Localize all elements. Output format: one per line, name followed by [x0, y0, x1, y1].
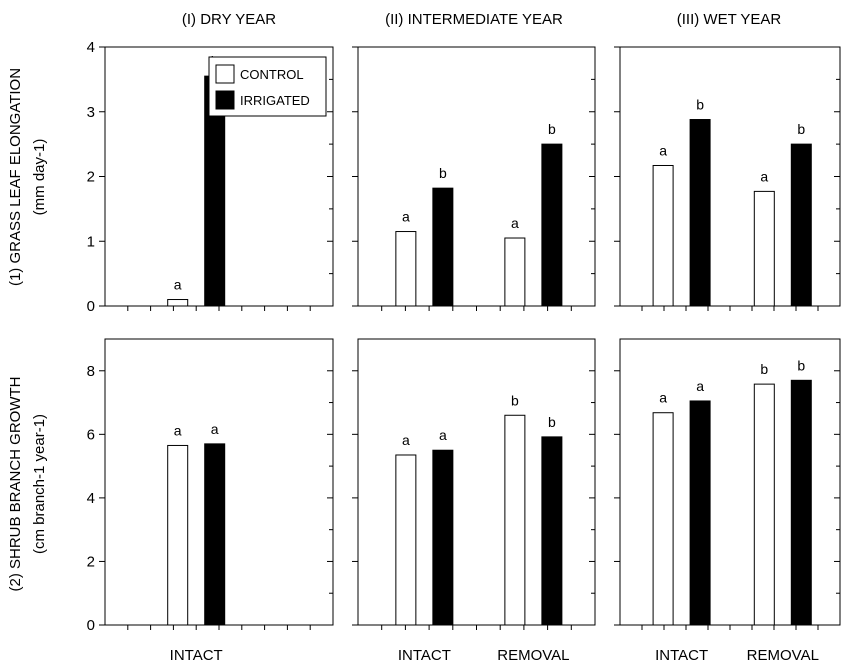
bar-control-intact [167, 444, 189, 626]
legend-swatch-control [215, 64, 235, 84]
bar-irrigated-removal [790, 379, 812, 626]
significance-letter: b [760, 361, 768, 377]
significance-letter: b [797, 357, 805, 373]
significance-letter: a [439, 427, 447, 443]
bar-irrigated-removal [790, 143, 812, 307]
column-title-dry-year: (I) DRY YEAR [182, 11, 276, 28]
bar-control-intact [395, 231, 417, 307]
row-label-shrub-line2: (cm branch-1 year-1) [31, 414, 48, 554]
bar-irrigated-intact [689, 400, 711, 626]
significance-letter: a [659, 142, 667, 158]
significance-letter: a [402, 209, 410, 225]
row-labels: (1) GRASS LEAF ELONGATION (mm day-1) (2)… [7, 68, 48, 592]
column-title-intermediate-year: (II) INTERMEDIATE YEAR [385, 11, 563, 28]
panels: 0 1 2 3 4 a b a b a b a b a b 0 2 4 6 8 a a INTACT a a INTACT b b RE… [87, 39, 841, 663]
bar-control-intact [652, 164, 674, 307]
significance-letter: a [211, 421, 219, 437]
bar-control-intact [167, 299, 189, 307]
y-tick-label: 8 [87, 363, 95, 380]
legend-label-irrigated: IRRIGATED [240, 93, 310, 108]
significance-letter: b [548, 121, 556, 137]
row-label-grass-line2: (mm day-1) [31, 139, 48, 216]
significance-letter: b [548, 414, 556, 430]
panel-III-1: a b a b [614, 46, 841, 311]
y-tick-label: 4 [87, 39, 95, 56]
significance-letter: b [696, 97, 704, 113]
bar-control-removal [753, 383, 775, 626]
y-tick-label: 1 [87, 233, 95, 250]
x-category-label: REMOVAL [497, 647, 569, 663]
bar-control-removal [504, 414, 526, 626]
column-titles: (I) DRY YEAR (II) INTERMEDIATE YEAR (III… [182, 11, 781, 28]
bar-irrigated-intact [432, 449, 454, 626]
x-category-label: INTACT [170, 647, 223, 663]
panel-I-2: 0 2 4 6 8 a a INTACT [87, 338, 334, 663]
legend-label-control: CONTROL [240, 67, 304, 82]
significance-letter: a [174, 277, 182, 293]
legend-swatch-irrigated [215, 90, 235, 110]
significance-letter: a [659, 390, 667, 406]
significance-letter: a [402, 432, 410, 448]
significance-letter: b [797, 121, 805, 137]
bar-irrigated-intact [689, 119, 711, 307]
x-category-label: REMOVAL [747, 647, 819, 663]
bar-control-removal [753, 190, 775, 307]
bar-control-removal [504, 237, 526, 307]
column-title-wet-year: (III) WET YEAR [677, 11, 782, 28]
y-tick-label: 3 [87, 104, 95, 121]
y-tick-label: 0 [87, 298, 95, 315]
y-tick-label: 0 [87, 617, 95, 634]
significance-letter: b [439, 165, 447, 181]
bar-control-intact [652, 412, 674, 626]
y-tick-label: 6 [87, 426, 95, 443]
row-label-shrub-line1: (2) SHRUB BRANCH GROWTH [7, 376, 24, 591]
significance-letter: a [511, 215, 519, 231]
y-tick-label: 2 [87, 553, 95, 570]
bar-irrigated-intact [432, 187, 454, 307]
y-tick-label: 4 [87, 490, 95, 507]
panel-II-1: a b a b [352, 46, 596, 311]
legend: CONTROL IRRIGATED [208, 56, 327, 117]
panel-III-2: a a INTACT b b REMOVAL [614, 338, 841, 663]
x-category-label: INTACT [398, 647, 451, 663]
y-tick-label: 2 [87, 169, 95, 186]
panel-II-2: a a INTACT b b REMOVAL [352, 338, 596, 663]
x-category-label: INTACT [655, 647, 708, 663]
significance-letter: b [511, 392, 519, 408]
bar-irrigated-removal [541, 436, 563, 626]
bar-irrigated-intact [204, 443, 226, 626]
significance-letter: a [760, 168, 768, 184]
row-label-grass-line1: (1) GRASS LEAF ELONGATION [7, 68, 24, 286]
bar-irrigated-removal [541, 143, 563, 307]
significance-letter: a [696, 378, 704, 394]
bar-control-intact [395, 454, 417, 626]
significance-letter: a [174, 422, 182, 438]
